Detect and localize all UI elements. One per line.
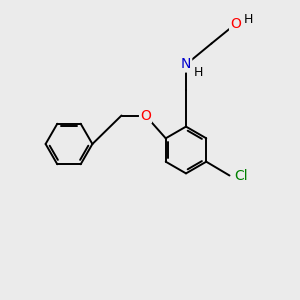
- Text: Cl: Cl: [234, 169, 248, 182]
- Text: O: O: [140, 109, 151, 122]
- Text: N: N: [181, 58, 191, 71]
- Text: H: H: [243, 13, 253, 26]
- Text: O: O: [230, 17, 241, 31]
- Text: H: H: [194, 66, 203, 80]
